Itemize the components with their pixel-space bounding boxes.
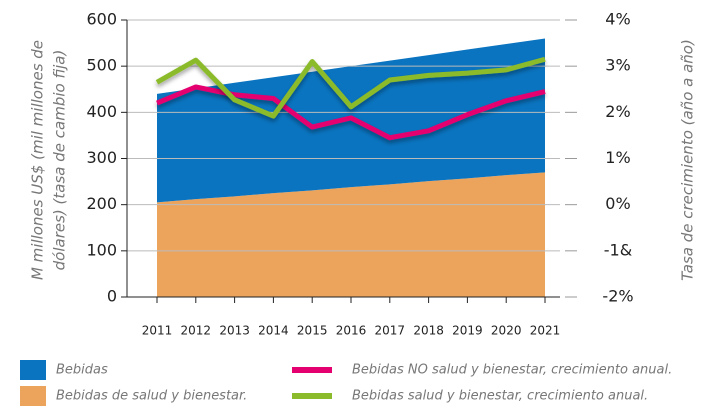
legend-label: Bebidas de salud y bienestar. bbox=[56, 389, 247, 404]
y-tick-label: 400 bbox=[86, 102, 117, 121]
y2-tick-label: 4% bbox=[605, 10, 630, 29]
x-tick-label: 2013 bbox=[219, 324, 250, 338]
x-tick-label: 2011 bbox=[142, 324, 173, 338]
y2-axis-title: Tasa de crecimiento (año a año) bbox=[679, 39, 697, 281]
legend-swatch bbox=[292, 367, 332, 373]
x-tick-label: 2018 bbox=[413, 324, 444, 338]
y-axis-title-line: dólares) (tasa de cambio fija) bbox=[51, 50, 69, 271]
x-tick-label: 2021 bbox=[530, 324, 561, 338]
y2-tick-label: 1% bbox=[605, 148, 630, 167]
legend-swatch bbox=[292, 393, 332, 399]
y-tick-label: 600 bbox=[86, 10, 117, 29]
y-axis-title-line: M millones US$ (mil millones de bbox=[29, 40, 47, 280]
y-tick-label: 300 bbox=[86, 148, 117, 167]
legend-label: Bebidas salud y bienestar, crecimiento a… bbox=[352, 389, 648, 404]
y-tick-label: 100 bbox=[86, 240, 117, 259]
y2-tick-label: 2% bbox=[605, 102, 630, 121]
line bbox=[155, 56, 546, 119]
area bbox=[157, 172, 545, 297]
x-tick-label: 2012 bbox=[181, 324, 212, 338]
x-tick-label: 2016 bbox=[336, 324, 367, 338]
legend-label: Bebidas NO salud y bienestar, crecimient… bbox=[352, 363, 672, 378]
y2-tick-label: -1& bbox=[604, 240, 632, 259]
x-tick-label: 2020 bbox=[491, 324, 522, 338]
y-tick-label: 200 bbox=[86, 194, 117, 213]
y2-tick-label: -2% bbox=[602, 287, 633, 306]
legend-label: Bebidas bbox=[56, 363, 108, 378]
legend-swatch bbox=[20, 386, 46, 406]
x-tick-label: 2014 bbox=[258, 324, 289, 338]
line bbox=[156, 84, 546, 141]
legend-swatch bbox=[20, 360, 46, 380]
x-tick-label: 2019 bbox=[452, 324, 483, 338]
y2-tick-label: 0% bbox=[605, 194, 630, 213]
y-tick-label: 500 bbox=[86, 56, 117, 75]
x-tick-label: 2017 bbox=[375, 324, 406, 338]
y2-tick-label: 3% bbox=[605, 56, 630, 75]
x-tick-label: 2015 bbox=[297, 324, 328, 338]
y-tick-label: 0 bbox=[107, 287, 117, 306]
